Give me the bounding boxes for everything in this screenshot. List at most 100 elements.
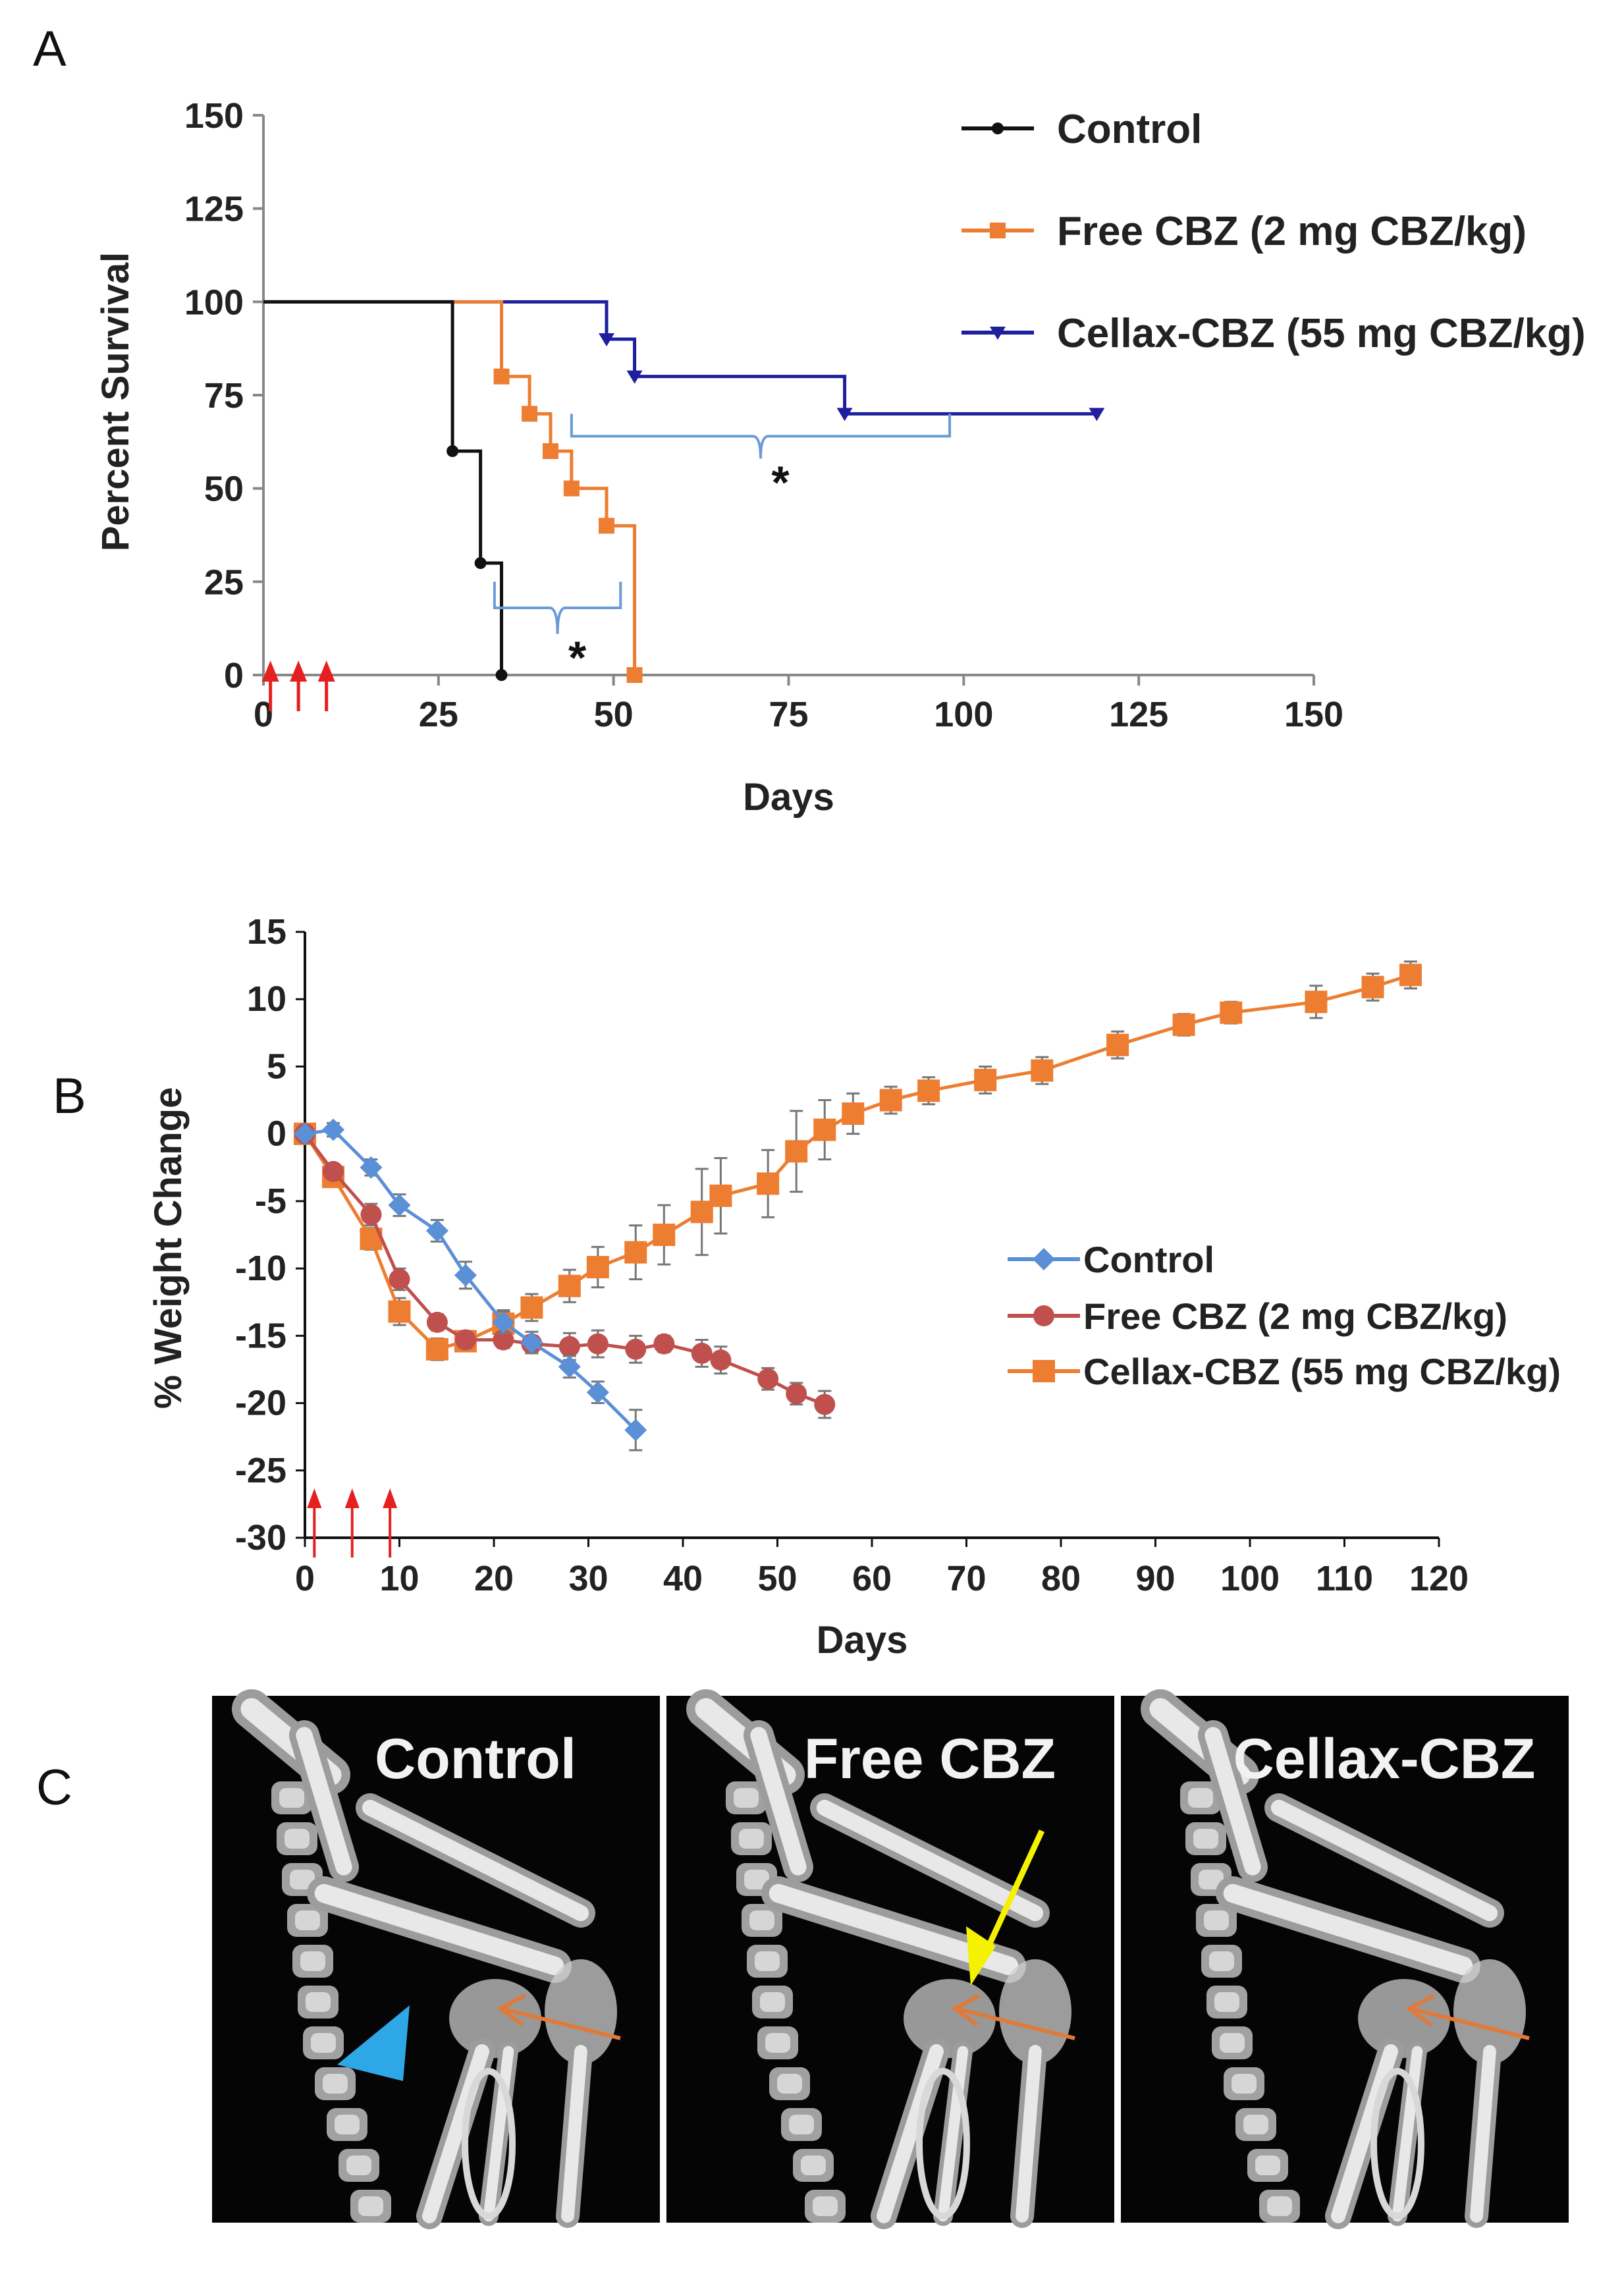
panel-label-c: C <box>36 1760 72 1816</box>
vertebra-core-0-9 <box>346 2155 371 2175</box>
weight-marker-1-9 <box>587 1333 609 1355</box>
vertebra-core-2-10 <box>1267 2196 1292 2216</box>
x-tick-label-a: 25 <box>419 695 458 734</box>
femur-upper-2-core <box>1270 1799 1498 1922</box>
vertebra-core-0-0 <box>279 1788 304 1808</box>
x-tick-label-b: 30 <box>568 1559 608 1598</box>
x-tick-label-a: 75 <box>769 695 808 734</box>
vertebra-core-2-1 <box>1193 1829 1218 1849</box>
y-axis-title-b: % Weight Change <box>147 1087 190 1409</box>
knee-bone-0 <box>545 1959 617 2065</box>
vertebra-core-1-8 <box>789 2115 814 2134</box>
y-tick-label-a: 75 <box>204 376 244 416</box>
legend-marker-a-1 <box>990 223 1006 238</box>
vertebra-core-1-4 <box>755 1951 780 1971</box>
weight-marker-0-4 <box>425 1219 448 1242</box>
xray-image-0: Control <box>212 1689 660 2229</box>
weight-marker-2-12 <box>690 1201 713 1224</box>
y-tick-label-b: -25 <box>235 1451 286 1490</box>
weight-marker-2-11 <box>653 1224 676 1246</box>
weight-line-2 <box>303 973 1411 1351</box>
weight-marker-2-15 <box>785 1140 808 1163</box>
y-tick-label-a: 100 <box>184 283 244 322</box>
weight-marker-2-22 <box>1106 1033 1129 1056</box>
y-tick-label-b: -20 <box>235 1384 286 1423</box>
legend-label-a-2: Cellax-CBZ (55 mg CBZ/kg) <box>1057 311 1586 356</box>
femur-upper-1-core <box>816 1799 1044 1922</box>
orange-arrowhead-0 <box>497 1993 526 2027</box>
orange-arrow-2 <box>1410 2007 1530 2040</box>
lower-leg-2-core <box>1470 2045 1496 2223</box>
x-tick-label-b: 100 <box>1220 1559 1280 1598</box>
weight-marker-2-18 <box>879 1089 902 1112</box>
yellow-arrowhead <box>966 1926 996 1986</box>
y-tick-label-a: 125 <box>184 190 244 229</box>
weight-marker-2-16 <box>813 1118 836 1141</box>
significance-star-1: * <box>771 456 790 508</box>
y-tick-label-a: 50 <box>204 470 244 509</box>
legend-marker-b-1 <box>1033 1305 1054 1326</box>
yellow-arrow <box>979 1829 1045 1961</box>
weight-marker-1-8 <box>558 1336 580 1357</box>
y-tick-label-a: 0 <box>224 656 244 695</box>
weight-marker-2-3 <box>388 1300 411 1323</box>
knee-joint-1 <box>904 1979 996 2058</box>
vertebra-core-1-6 <box>765 2033 790 2053</box>
weight-marker-1-4 <box>426 1311 448 1333</box>
survival-marker-2-2 <box>836 408 853 421</box>
knee-bone-1 <box>999 1959 1071 2065</box>
x-tick-label-a: 50 <box>594 695 634 734</box>
weight-marker-2-25 <box>1305 990 1328 1014</box>
weight-marker-0-8 <box>558 1355 581 1378</box>
x-tick-label-b: 70 <box>946 1559 986 1598</box>
tibia-0-core <box>422 2044 489 2223</box>
fibula-1-core <box>937 2046 969 2222</box>
y-tick-label-b: -10 <box>235 1249 286 1288</box>
survival-marker-1-4 <box>599 518 615 534</box>
y-tick-label-a: 25 <box>204 562 244 602</box>
y-tick-label-b: -30 <box>235 1518 286 1558</box>
survival-marker-2-3 <box>1089 408 1105 421</box>
treatment-arrowhead-a-0 <box>261 661 279 682</box>
survival-marker-0-0 <box>447 445 459 457</box>
vertebra-core-1-7 <box>777 2074 802 2094</box>
bone-loop-2 <box>1370 2068 1424 2219</box>
lower-leg-0-core <box>561 2045 587 2223</box>
treatment-arrowhead-b-2 <box>383 1488 398 1508</box>
xray-image-1: Free CBZ <box>666 1689 1114 2229</box>
legend-label-b-2: Cellax-CBZ (55 mg CBZ/kg) <box>1083 1351 1561 1392</box>
significance-bracket-1 <box>570 414 952 459</box>
x-tick-label-a: 100 <box>934 695 993 734</box>
tibia-1-core <box>877 2044 944 2223</box>
weight-marker-2-20 <box>974 1068 997 1091</box>
survival-marker-2-1 <box>626 370 643 384</box>
pelvis-wing-1-core <box>750 1727 807 1876</box>
tibia-2-core <box>1331 2044 1398 2223</box>
x-tick-label-b: 40 <box>663 1559 703 1598</box>
pelvis-wing-2-core <box>1204 1727 1261 1876</box>
weight-marker-0-10 <box>624 1419 647 1442</box>
vertebra-core-2-9 <box>1255 2155 1280 2175</box>
vertebra-core-2-3 <box>1204 1910 1229 1930</box>
survival-marker-1-3 <box>563 480 580 497</box>
x-tick-label-b: 50 <box>757 1559 797 1598</box>
vertebra-core-0-6 <box>311 2033 336 2053</box>
weight-marker-2-8 <box>558 1274 581 1297</box>
legend-label-b-1: Free CBZ (2 mg CBZ/kg) <box>1083 1295 1507 1337</box>
weight-marker-2-23 <box>1172 1014 1195 1037</box>
survival-marker-2-0 <box>599 333 615 346</box>
x-tick-label-b: 110 <box>1316 1559 1373 1598</box>
vertebra-core-2-5 <box>1214 1992 1239 2012</box>
xray-panel: Control Free CBZ Cellax-CBZ <box>212 1689 1569 2229</box>
y-tick-label-b: -5 <box>255 1181 286 1221</box>
y-tick-label-b: 5 <box>267 1046 286 1086</box>
y-tick-label-b: 0 <box>267 1114 286 1154</box>
weight-marker-0-1 <box>322 1118 345 1141</box>
vertebra-core-0-1 <box>284 1829 310 1849</box>
vertebra-core-2-7 <box>1232 2074 1257 2094</box>
vertebra-core-2-2 <box>1199 1870 1224 1889</box>
x-tick-label-b: 60 <box>852 1559 892 1598</box>
survival-marker-1-0 <box>493 368 510 385</box>
legend-marker-b-2 <box>1033 1360 1055 1382</box>
orange-arrowhead-2 <box>1405 1993 1435 2027</box>
